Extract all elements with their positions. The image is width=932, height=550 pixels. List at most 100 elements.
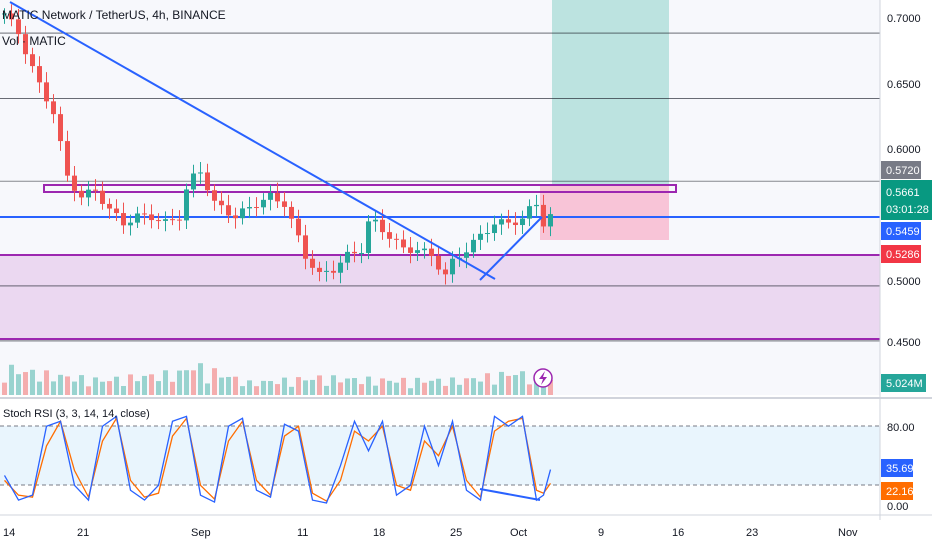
volume-badge-text: 5.024M <box>886 378 923 390</box>
volume-bar <box>149 374 154 395</box>
time-axis[interactable]: 14 21 Sep 11 18 25 Oct 9 16 23 Nov <box>3 527 858 539</box>
volume-bar <box>86 386 91 395</box>
target-zone[interactable] <box>552 0 669 185</box>
candle-body <box>44 82 49 102</box>
horizontal-levels <box>0 32 880 342</box>
price-candles <box>2 4 553 285</box>
price-axis[interactable]: 0.7000 0.6500 0.6000 0.5000 0.4500 <box>887 13 921 349</box>
volume-bar <box>492 384 497 395</box>
candle-body <box>506 219 511 223</box>
downtrend-line[interactable] <box>9 1 496 280</box>
rsi-divergence-line[interactable] <box>479 488 541 501</box>
candle-body <box>240 208 245 219</box>
candle-body <box>520 218 525 226</box>
volume-bar <box>51 381 56 395</box>
volume-bar <box>513 375 518 395</box>
resistance-badge-text: 0.5720 <box>886 165 920 177</box>
volume-bar <box>352 378 357 395</box>
candle-body <box>219 200 224 206</box>
candle-body <box>380 219 385 233</box>
rsi-k-badge-text: 35.69 <box>886 463 914 475</box>
chart-title: MATIC Network / TetherUS, 4h, BINANCE <box>2 8 226 22</box>
time-tick: Nov <box>838 527 858 539</box>
candle-body <box>282 201 287 207</box>
rsi-k-line <box>3 415 552 504</box>
time-tick: 25 <box>450 527 462 539</box>
time-tick: 16 <box>672 527 684 539</box>
uptrend-line[interactable] <box>479 216 543 281</box>
volume-bar <box>93 377 98 395</box>
volume-bar <box>261 380 266 395</box>
volume-badge <box>881 374 926 392</box>
candle-body <box>401 239 406 248</box>
volume-bar <box>2 382 7 395</box>
volume-bar <box>233 376 238 395</box>
candle-body <box>58 114 63 142</box>
candle-body <box>51 101 56 115</box>
volume-bar <box>121 385 126 395</box>
volume-bar <box>37 381 42 395</box>
candle-body <box>450 258 455 275</box>
candle-body <box>485 233 490 235</box>
candle-body <box>331 270 336 273</box>
candle-body <box>289 206 294 219</box>
candle-body <box>86 189 91 198</box>
volume-bar <box>156 381 161 395</box>
candle-body <box>359 252 364 254</box>
candle-body <box>142 213 147 215</box>
candle-body <box>177 219 182 221</box>
candle-body <box>373 219 378 222</box>
candle-body <box>72 175 77 191</box>
candle-body <box>233 215 238 219</box>
flash-icon[interactable] <box>533 368 553 388</box>
support-badge <box>881 222 921 240</box>
volume-bar <box>485 373 490 395</box>
volume-bar <box>457 384 462 395</box>
volume-bar <box>296 377 301 395</box>
volume-bar <box>324 385 329 395</box>
volume-bar <box>219 377 224 395</box>
rsi-d-badge <box>881 482 913 500</box>
support-badge-text: 0.5459 <box>886 226 920 238</box>
volume-bar <box>163 370 168 395</box>
volume-bar <box>268 381 273 395</box>
rsi-axis[interactable]: 80.00 0.00 35.69 22.16 <box>881 422 915 513</box>
candle-body <box>9 13 14 20</box>
volume-bar <box>450 377 455 395</box>
candle-body <box>541 204 546 227</box>
volume-bar <box>205 383 210 395</box>
volume-bar <box>9 364 14 395</box>
candle-body <box>163 219 168 221</box>
volume-bar <box>184 370 189 395</box>
volume-bar <box>100 381 105 395</box>
candle-body <box>184 189 189 221</box>
candle-body <box>107 203 112 209</box>
price-tick: 0.6000 <box>887 144 921 156</box>
volume-bar <box>499 371 504 395</box>
candle-body <box>247 207 252 209</box>
candle-body <box>527 206 532 219</box>
volume-bar <box>79 375 84 395</box>
volume-bar <box>527 384 532 395</box>
volume-bar <box>366 376 371 395</box>
candle-body <box>191 173 196 190</box>
candle-body <box>394 238 399 240</box>
volume-bar <box>345 378 350 395</box>
resistance-box[interactable] <box>43 184 677 193</box>
candle-body <box>478 233 483 240</box>
candle-body <box>65 141 70 176</box>
candle-body <box>464 252 469 258</box>
volume-bar <box>338 382 343 395</box>
candle-body <box>436 255 441 270</box>
volume-bar <box>548 380 553 395</box>
candle-body <box>492 224 497 234</box>
volume-bar <box>247 380 252 395</box>
stop-zone[interactable] <box>540 185 669 240</box>
volume-bar <box>394 382 399 395</box>
candle-body <box>513 222 518 226</box>
volume-bar <box>387 380 392 395</box>
candle-body <box>443 269 448 275</box>
candle-body <box>212 190 217 201</box>
candle-body <box>30 54 35 67</box>
